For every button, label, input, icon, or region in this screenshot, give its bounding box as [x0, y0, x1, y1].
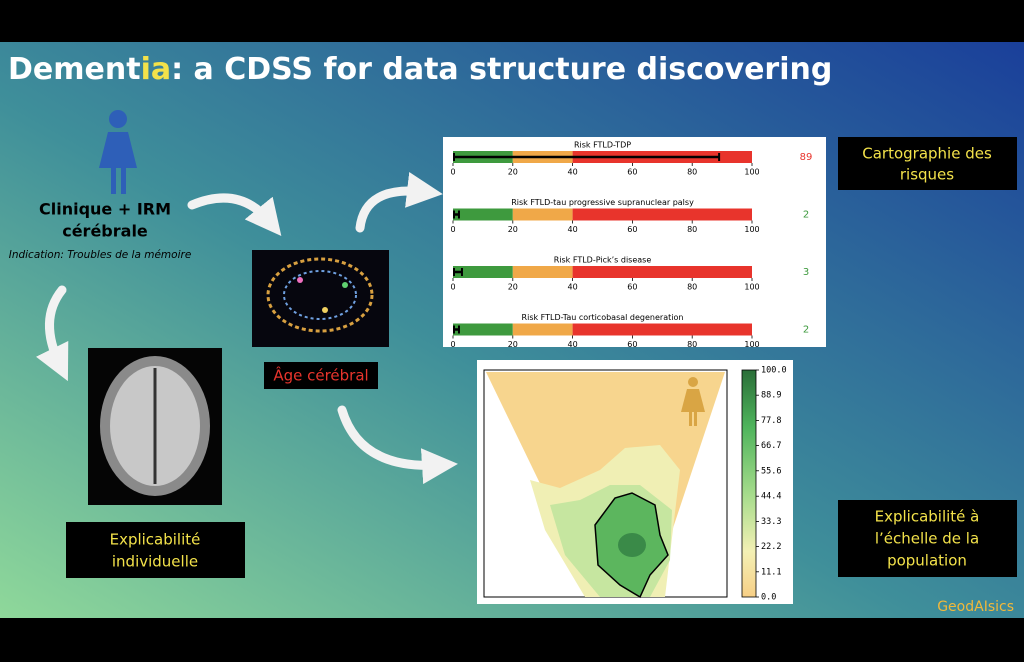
tick-label: 60 [627, 168, 637, 177]
gauge-value-label: 3 [803, 267, 809, 278]
tick-label: 11.1 [761, 567, 781, 577]
gauge-value-label: 2 [803, 210, 809, 221]
tick-label: 40 [568, 340, 578, 349]
gauge-zone [572, 266, 752, 278]
arrow [337, 405, 458, 485]
colorbar-ticks: 0.0 11.1 22.2 33.3 44.4 55.6 66.7 77.8 88.9 100.0 [756, 366, 787, 603]
tick-label: 80 [687, 168, 697, 177]
brain-age-label: Âge cérébral [273, 366, 368, 385]
tick-label: 0 [450, 283, 455, 292]
tick-label: 60 [627, 225, 637, 234]
mri-image [88, 348, 222, 505]
box-text: Explicabilité [110, 531, 201, 549]
box-text: Cartographie des [862, 145, 992, 163]
box-text: population [887, 552, 967, 570]
tick-label: 0 [450, 225, 455, 234]
title-highlight: ia [141, 52, 172, 87]
label-box [838, 500, 1017, 577]
tick-label: 55.6 [761, 466, 781, 476]
box-text: l’échelle de la [875, 530, 979, 548]
colorbar [741, 369, 757, 598]
tick-label: 80 [687, 225, 697, 234]
tick-label: 33.3 [761, 517, 781, 527]
gauge-zone [453, 266, 513, 278]
box-text: risques [900, 166, 954, 184]
tick-label: 100 [744, 225, 759, 234]
gauge-title: Risk FTLD-tau progressive supranuclear p… [511, 198, 694, 207]
indication: Indication: Troubles de la mémoire [9, 249, 192, 261]
tick-label: 88.9 [761, 391, 781, 401]
gauge-value-label: 89 [800, 152, 813, 163]
tick-label: 22.2 [761, 542, 781, 552]
tick-label: 60 [627, 283, 637, 292]
slide-title: Dementia: a CDSS for data structure disc… [8, 52, 832, 87]
patient-label: Clinique + IRM [39, 200, 171, 219]
tick-label: 20 [508, 340, 518, 349]
tick-label: 100 [744, 168, 759, 177]
tick-label: 66.7 [761, 441, 781, 451]
box-text: Explicabilité à [875, 508, 980, 526]
gauge-title: Risk FTLD-Pick’s disease [554, 256, 652, 265]
tick-label: 0 [450, 340, 455, 349]
title-part: : a CDSS for data structure discovering [171, 52, 832, 87]
gauge-zone [453, 323, 513, 336]
tick-label: 20 [508, 283, 518, 292]
gauge-zone [512, 266, 573, 278]
tick-label: 60 [627, 340, 637, 349]
tick-label: 100 [744, 283, 759, 292]
gauge-title: Risk FTLD-Tau corticobasal degeneration [522, 313, 684, 322]
tick-label: 80 [687, 340, 697, 349]
gauge-zone [572, 323, 752, 336]
gauge-zone [453, 208, 513, 221]
arrow [35, 285, 69, 382]
tick-label: 20 [508, 225, 518, 234]
arrow [187, 193, 282, 236]
risk-panel [443, 137, 826, 347]
tick-label: 77.8 [761, 416, 781, 426]
population-map [483, 369, 728, 599]
arrow [355, 172, 443, 233]
tick-label: 0.0 [761, 593, 776, 603]
label-box [264, 362, 378, 389]
gauge-value-label: 2 [803, 325, 809, 336]
brand: GeodAIsics [937, 599, 1014, 615]
gauge-zone [512, 323, 573, 336]
tick-label: 80 [687, 283, 697, 292]
gauge-zone [572, 208, 752, 221]
woman-icon [99, 110, 137, 194]
tick-label: 0 [450, 168, 455, 177]
gauge-title: Risk FTLD-TDP [574, 141, 631, 150]
tick-label: 100.0 [761, 366, 787, 376]
tick-label: 40 [568, 283, 578, 292]
label-box [838, 137, 1017, 190]
box-text: individuelle [112, 553, 198, 571]
label-box [66, 522, 245, 578]
tick-label: 40 [568, 168, 578, 177]
patient-label: cérébrale [62, 222, 148, 241]
tick-label: 100 [744, 340, 759, 349]
tick-label: 40 [568, 225, 578, 234]
title-part: Dement [8, 52, 141, 87]
tick-label: 44.4 [761, 492, 781, 502]
brain-image [252, 250, 389, 347]
tick-label: 20 [508, 168, 518, 177]
gauge-zone [512, 208, 573, 221]
